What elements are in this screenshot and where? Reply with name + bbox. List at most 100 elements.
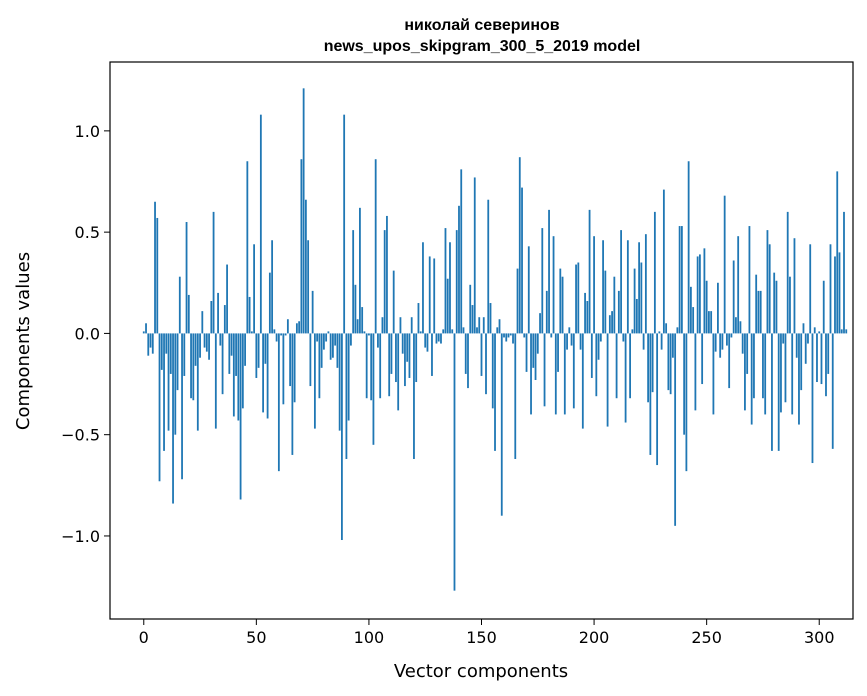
bar xyxy=(755,274,758,334)
bar xyxy=(422,242,424,334)
bar xyxy=(214,333,217,429)
bar xyxy=(613,276,616,334)
bars-group xyxy=(142,88,848,591)
bar xyxy=(768,244,771,334)
bar xyxy=(325,333,328,342)
bar xyxy=(413,333,415,459)
bar xyxy=(280,333,283,336)
bar xyxy=(419,331,422,334)
bar xyxy=(831,333,834,449)
bar xyxy=(291,333,294,455)
bar xyxy=(217,292,219,334)
y-axis-label: Components values xyxy=(13,252,34,430)
bar xyxy=(653,211,656,334)
bar xyxy=(786,211,789,334)
bar xyxy=(476,327,478,334)
bar xyxy=(507,333,510,338)
bar xyxy=(563,333,566,415)
bar xyxy=(219,333,222,346)
bar xyxy=(187,294,190,334)
bar xyxy=(397,333,400,411)
bar xyxy=(822,280,825,334)
bar xyxy=(451,329,454,334)
chart-title: николай северинов xyxy=(404,17,559,34)
bar xyxy=(588,209,591,334)
bar xyxy=(347,333,350,421)
bar xyxy=(708,311,710,334)
bar xyxy=(748,226,751,334)
bar xyxy=(401,333,404,354)
bar xyxy=(239,333,242,500)
bar xyxy=(696,256,699,334)
bar xyxy=(640,262,643,334)
bar xyxy=(590,333,593,378)
bar xyxy=(687,161,690,334)
bar xyxy=(455,230,458,334)
bar xyxy=(232,333,235,417)
bar xyxy=(611,311,613,334)
bar xyxy=(548,209,550,334)
bar xyxy=(327,331,330,334)
bar xyxy=(759,290,762,334)
bar xyxy=(694,333,697,411)
y-tick-label: 1.0 xyxy=(75,122,100,141)
bar xyxy=(604,270,607,334)
bar xyxy=(226,264,228,334)
bar xyxy=(478,317,481,334)
bar xyxy=(485,333,487,395)
y-axis-ticks: −1.0 −0.5 0.0 0.5 1.0 xyxy=(61,122,110,546)
bar xyxy=(489,303,492,334)
bar xyxy=(798,333,800,425)
bar xyxy=(440,333,442,344)
bar xyxy=(264,333,267,364)
bar xyxy=(368,333,370,336)
bar xyxy=(282,333,285,405)
bar xyxy=(221,333,224,395)
bar xyxy=(795,333,798,358)
x-tick-label: 250 xyxy=(691,628,722,647)
bar xyxy=(685,333,688,472)
bar xyxy=(469,284,472,334)
bar xyxy=(415,333,418,383)
bar xyxy=(273,329,276,334)
bar xyxy=(676,327,679,334)
bar xyxy=(237,333,240,421)
bar xyxy=(586,301,589,334)
bar xyxy=(521,187,523,334)
bar xyxy=(435,333,438,344)
bar xyxy=(807,333,809,344)
bar xyxy=(651,333,654,393)
bar xyxy=(482,317,485,334)
bar xyxy=(764,333,767,415)
bar xyxy=(527,246,530,334)
bar xyxy=(791,333,794,415)
bar xyxy=(494,333,496,451)
bar xyxy=(541,228,544,334)
y-tick-label: −1.0 xyxy=(61,527,100,546)
bar xyxy=(800,333,803,391)
bar xyxy=(570,333,573,346)
bar xyxy=(298,321,301,334)
bar xyxy=(843,211,845,334)
bar xyxy=(212,211,215,334)
bar xyxy=(626,240,629,334)
bar xyxy=(210,301,213,334)
bar xyxy=(726,333,728,346)
bar xyxy=(635,298,638,334)
bar xyxy=(444,228,447,334)
bar xyxy=(302,88,305,334)
bar xyxy=(773,272,776,334)
bar xyxy=(266,333,269,419)
bar xyxy=(262,333,265,413)
bar xyxy=(460,169,463,334)
bar xyxy=(300,159,303,334)
bar xyxy=(514,333,517,459)
bar xyxy=(208,333,210,360)
bar xyxy=(151,333,154,354)
bar xyxy=(388,333,391,397)
bar xyxy=(286,319,289,334)
bar xyxy=(737,236,740,334)
bar xyxy=(539,313,541,334)
bar xyxy=(172,333,174,504)
bar xyxy=(683,333,686,435)
